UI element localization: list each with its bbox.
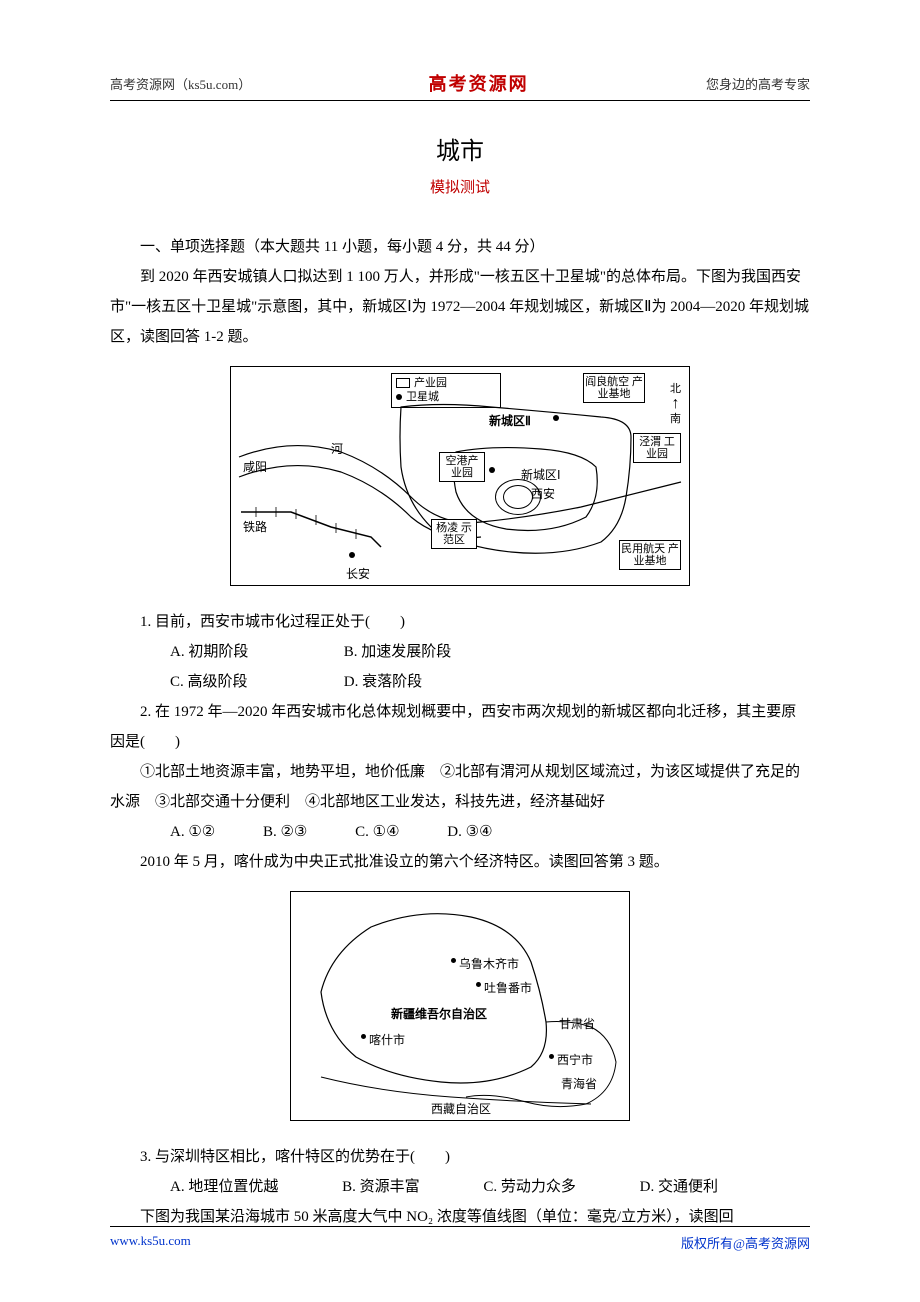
dot-changan [349, 552, 355, 558]
q2-choices-text: ①北部土地资源丰富，地势平坦，地价低廉 ②北部有渭河从规划区域流过，为该区域提供… [110, 757, 810, 817]
q1-stem: 1. 目前，西安市城市化过程正处于( ) [110, 607, 810, 637]
label-gansu: 甘肃省 [559, 1012, 595, 1036]
header-right: 您身边的高考专家 [706, 74, 810, 93]
page-footer: www.ks5u.com 版权所有@高考资源网 [110, 1226, 810, 1252]
header-left: 高考资源网（ks5u.com） [110, 74, 251, 93]
label-qinghai: 青海省 [561, 1072, 597, 1096]
label-he: 河 [331, 437, 343, 461]
page-subtitle: 模拟测试 [110, 176, 810, 197]
q2-option-a: A. ①② [140, 817, 215, 847]
header-rule [110, 100, 810, 101]
intro-paragraph-1: 到 2020 年西安城镇人口拟达到 1 100 万人，并形成"一核五区十卫星城"… [110, 262, 810, 352]
q1-option-b: B. 加速发展阶段 [344, 644, 452, 660]
q2-option-b: B. ②③ [233, 817, 307, 847]
footer-url: www.ks5u.com [110, 1233, 191, 1252]
header-center-logo: 高考资源网 [429, 70, 529, 96]
label-changan: 长安 [346, 562, 370, 586]
q2-option-c: C. ①④ [325, 817, 399, 847]
dot-wulumuqi [451, 958, 456, 963]
label-xining: 西宁市 [557, 1048, 593, 1072]
q3-option-c: C. 劳动力众多 [453, 1172, 576, 1202]
label-tulufan: 吐鲁番市 [484, 976, 532, 1000]
figure-1-xian-map: 产业园 卫星城 北 ↑ 南 [230, 366, 690, 586]
q3-option-d: D. 交通便利 [610, 1172, 718, 1202]
label-tielu: 铁路 [243, 515, 267, 539]
label-xizang: 西藏自治区 [431, 1097, 491, 1121]
label-kashi: 喀什市 [369, 1028, 405, 1052]
figure-2-xinjiang-map: 乌鲁木齐市 吐鲁番市 新疆维吾尔自治区 喀什市 甘肃省 西宁市 青海省 西藏自治… [290, 891, 630, 1121]
box-jingwei: 泾渭 工业园 [633, 433, 681, 463]
box-minyong: 民用航天 产业基地 [619, 540, 681, 570]
figure-2-wrap: 乌鲁木齐市 吐鲁番市 新疆维吾尔自治区 喀什市 甘肃省 西宁市 青海省 西藏自治… [110, 891, 810, 1132]
box-kongjun: 空港产 业园 [439, 452, 485, 482]
q1-option-a: A. 初期阶段 [140, 637, 340, 667]
q1-option-c: C. 高级阶段 [140, 667, 340, 697]
q3-option-a: A. 地理位置优越 [140, 1172, 278, 1202]
box-yanliang: 阎良航空 产业基地 [583, 373, 645, 403]
dot-tulufan [476, 982, 481, 987]
page-title: 城市 [110, 131, 810, 166]
q3-option-b: B. 资源丰富 [312, 1172, 420, 1202]
q2-stem: 2. 在 1972 年—2020 年西安城市化总体规划概要中，西安市两次规划的新… [110, 697, 810, 757]
label-xincheng2: 新城区Ⅱ [489, 409, 531, 433]
label-xinjiang: 新疆维吾尔自治区 [391, 1002, 487, 1026]
dot-xincheng2 [553, 415, 559, 421]
footer-copyright: 版权所有@高考资源网 [681, 1233, 810, 1252]
label-xianyang: 咸阳 [243, 455, 267, 479]
figure-1-wrap: 产业园 卫星城 北 ↑ 南 [110, 366, 810, 597]
label-wulumuqi: 乌鲁木齐市 [459, 952, 519, 976]
dot-xincheng1 [489, 467, 495, 473]
circle-outer [495, 479, 541, 515]
intro-paragraph-3: 2010 年 5 月，喀什成为中央正式批准设立的第六个经济特区。读图回答第 3 … [110, 847, 810, 877]
q1-option-d: D. 衰落阶段 [344, 674, 422, 690]
q3-stem: 3. 与深圳特区相比，喀什特区的优势在于( ) [110, 1142, 810, 1172]
box-yangling: 杨凌 示范区 [431, 519, 477, 549]
q2-option-d: D. ③④ [417, 817, 492, 847]
dot-kashi [361, 1034, 366, 1039]
dot-xining [549, 1054, 554, 1059]
section-heading: 一、单项选择题（本大题共 11 小题，每小题 4 分，共 44 分） [110, 232, 810, 262]
